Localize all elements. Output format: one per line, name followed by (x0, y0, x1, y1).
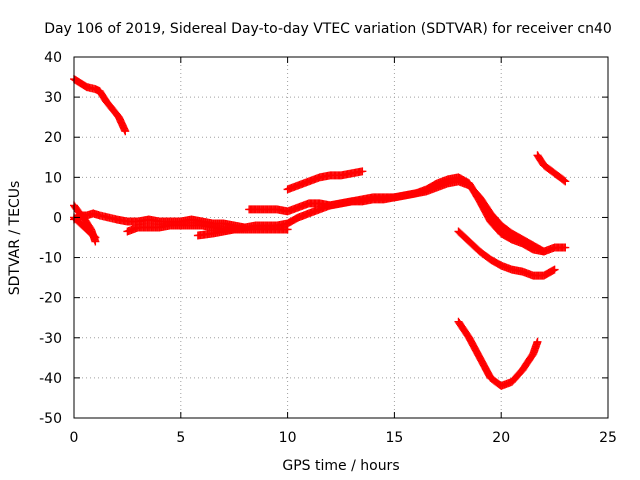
y-tick-label: -40 (39, 371, 62, 387)
data-point (533, 337, 542, 346)
data-point (561, 177, 570, 186)
y-tick-label: -50 (39, 411, 62, 427)
x-tick-label: 10 (279, 430, 297, 446)
x-tick-label: 20 (492, 430, 510, 446)
series-arc-7 (245, 177, 548, 256)
series-layer (70, 75, 570, 390)
x-tick-label: 25 (599, 430, 617, 446)
series-arc-10 (454, 317, 542, 390)
data-point (539, 247, 548, 256)
data-point (121, 127, 130, 136)
y-tick-label: 10 (44, 170, 62, 186)
y-tick-label: 0 (53, 210, 62, 226)
y-axis-label: SDTVAR / TECUs (7, 181, 23, 296)
data-point (358, 167, 367, 176)
series-arc-11 (533, 151, 570, 186)
y-tick-label: -10 (39, 251, 62, 267)
data-point (90, 232, 99, 241)
tick-marks (73, 56, 609, 419)
y-tick-label: -30 (39, 331, 62, 347)
series-arc-1 (70, 75, 130, 136)
series-arc-8 (283, 167, 367, 194)
series-arc-9 (454, 227, 559, 280)
chart-title: Day 106 of 2019, Sidereal Day-to-day VTE… (44, 21, 612, 37)
x-tick-label: 15 (385, 430, 403, 446)
plot-frame (73, 56, 609, 419)
y-tick-label: 30 (44, 90, 62, 106)
series-arc-3 (70, 209, 249, 232)
grid (74, 57, 608, 418)
y-tick-label: 20 (44, 130, 62, 146)
x-axis-label: GPS time / hours (282, 458, 399, 474)
data-point (560, 176, 569, 185)
data-point (561, 243, 570, 252)
x-tick-label: 5 (176, 430, 185, 446)
data-point (550, 265, 559, 274)
y-tick-label: -20 (39, 291, 62, 307)
tick-labels: 0 5 10 15 20 25 -50 -40 -30 -20 -10 0 10 20 30 40 (39, 50, 617, 446)
data-point (91, 233, 100, 242)
y-tick-label: 40 (44, 50, 62, 66)
x-tick-label: 0 (70, 430, 79, 446)
